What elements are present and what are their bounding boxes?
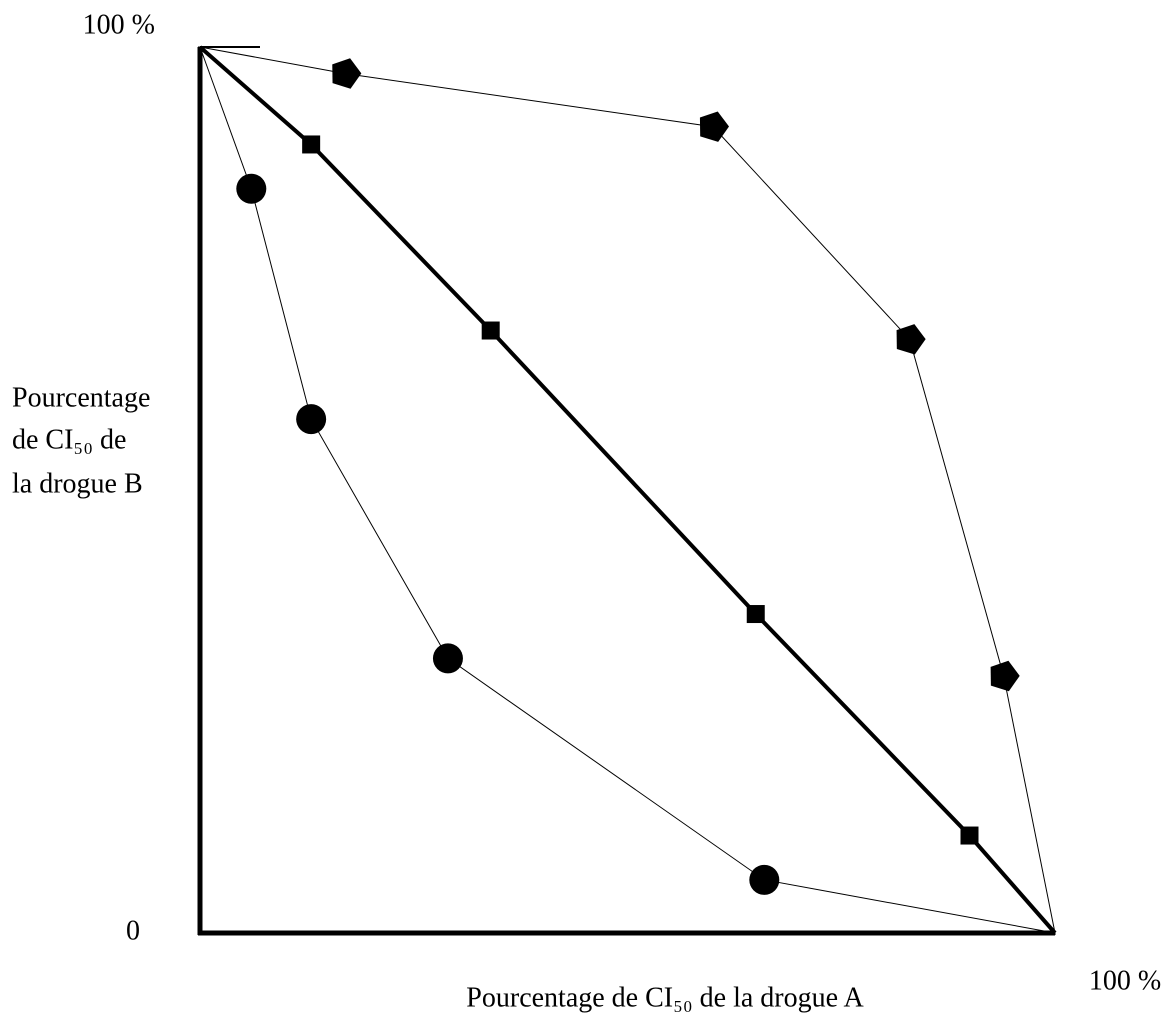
point-marker [296,404,327,435]
x-tick-label: 100 % [1089,965,1161,996]
point-marker [236,173,267,204]
y-tick-label: 100 % [83,9,155,40]
y-axis-label: Pourcentage [12,382,150,413]
point-marker [302,135,321,154]
series-line [199,46,1056,934]
point-marker [896,324,926,355]
point-marker [481,321,500,340]
point-marker [332,58,362,89]
x-axis-label: Pourcentage de CI₅₀ de la drogue A [466,982,864,1013]
point-marker [960,826,979,845]
point-marker [699,111,729,142]
point-marker [990,660,1020,692]
point-marker [746,605,765,624]
series-line [198,45,1057,935]
y-tick-label: 0 [126,915,140,946]
point-marker [432,643,463,674]
series-line [199,46,1056,934]
y-axis-label: la drogue B [12,468,143,499]
y-axis-label: de CI₅₀ de [12,424,126,455]
point-marker [749,864,780,895]
